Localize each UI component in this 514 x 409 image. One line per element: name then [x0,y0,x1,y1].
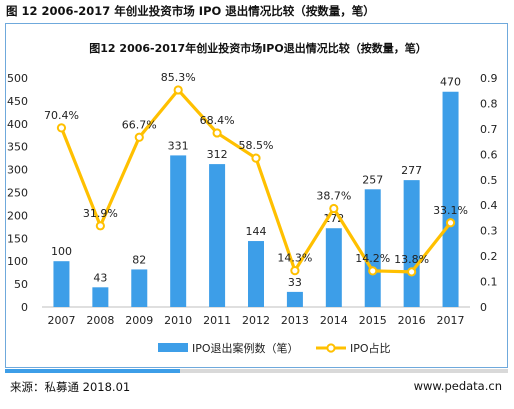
bar-value-label: 100 [51,245,72,258]
line-point [212,128,222,138]
bar [248,241,264,307]
left-tick-label: 100 [7,255,28,268]
line-value-label: 13.8% [394,253,429,266]
line-point [56,123,67,133]
left-tick-label: 400 [7,118,28,131]
bar [170,155,187,307]
bar [131,269,148,307]
line-point [134,132,144,142]
right-tick-label: 0.7 [480,123,498,136]
x-tick-label: 2010 [164,314,192,327]
x-tick-label: 2016 [398,314,426,327]
line-value-label: 68.4% [200,114,235,127]
left-tick-label: 0 [21,301,28,314]
chart-title: 图12 2006-2017年创业投资市场IPO退出情况比较（按数量，笔） [89,41,426,55]
legend-line-label: IPO占比 [350,341,391,355]
line-point [368,266,378,276]
bar [403,180,420,307]
x-tick-label: 2009 [125,314,153,327]
line-point [290,266,300,276]
left-tick-label: 300 [7,164,28,177]
x-axis: 2007 2008 2009 2010 2011 2012 2013 2014 2015 2016… [42,306,470,327]
line-value-label: 31.9% [83,207,118,220]
bar-value-label: 331 [168,139,189,152]
bar-value-label: 144 [246,225,267,238]
line-value-label: 14.2% [355,252,390,265]
line-point [251,153,261,163]
line-value-label: 70.4% [44,109,79,122]
line-value-label: 66.7% [122,118,157,131]
left-tick-label: 450 [7,95,28,108]
left-axis: 0 50 100 150 200 250 300 350 400 450 500 [7,72,28,314]
bar-value-label: 312 [207,148,228,161]
x-tick-label: 2011 [203,314,231,327]
line-value-label: 58.5% [239,139,274,152]
bar [325,228,342,307]
right-tick-label: 0 [480,301,487,314]
line-point [95,221,105,231]
right-tick-label: 0.6 [480,148,498,161]
source-note: 来源：私募通 2018.01 [10,380,131,394]
x-tick-label: 2012 [242,314,270,327]
line-point [407,267,417,277]
right-tick-label: 0.5 [480,174,498,187]
x-tick-label: 2017 [437,314,465,327]
bar-value-label: 470 [440,76,461,89]
line-point [173,85,183,95]
legend-bar-label: IPO退出案例数（笔） [192,341,299,355]
line-value-label: 38.7% [316,190,351,203]
legend-line-marker [326,343,336,353]
left-tick-label: 200 [7,209,28,222]
x-tick-label: 2013 [281,314,309,327]
line-point [329,203,339,214]
right-tick-label: 0.3 [480,225,498,238]
bar [442,91,459,308]
line-series: 70.4% 31.9% 66.7% 85.3% 68.4% 58.5% 14.3% 38.7%… [44,71,468,277]
bar-value-label: 257 [362,173,383,186]
line-value-label: 14.3% [277,252,312,265]
footer-accent [5,369,180,373]
left-tick-label: 150 [7,232,28,245]
website-url: www.pedata.cn [413,379,502,393]
line-value-label: 85.3% [161,71,196,84]
legend-bar-swatch [158,343,188,352]
right-tick-label: 0.9 [480,72,498,85]
x-tick-label: 2008 [86,314,114,327]
legend: IPO退出案例数（笔） IPO占比 [158,341,391,355]
right-tick-label: 0.8 [480,97,498,110]
x-tick-label: 2015 [359,314,387,327]
line-value-label: 33.1% [433,204,468,217]
left-tick-label: 350 [7,141,28,154]
left-tick-label: 500 [7,72,28,85]
x-tick-label: 2007 [47,314,75,327]
bar [53,261,70,307]
bar-value-label: 43 [93,271,107,284]
bar-value-label: 82 [132,253,146,266]
chart-frame [5,23,508,368]
left-tick-label: 50 [14,278,28,291]
right-axis: 0 0.1 0.2 0.3 0.4 0.5 0.6 0.7 0.8 0.9 [480,72,498,314]
bar [364,189,381,307]
left-tick-label: 250 [7,187,28,200]
figure-title: 图 12 2006-2017 年创业投资市场 IPO 退出情况比较（按数量，笔） [6,4,375,18]
x-tick-label: 2014 [320,314,348,327]
bar-value-label: 277 [401,164,422,177]
line-point [445,218,456,228]
bar-value-label: 33 [288,276,302,289]
bar [92,287,109,307]
footer-divider [5,369,508,373]
bar [209,164,226,307]
right-tick-label: 0.4 [480,199,498,212]
bar [286,291,303,307]
right-tick-label: 0.1 [480,276,498,289]
right-tick-label: 0.2 [480,250,498,263]
